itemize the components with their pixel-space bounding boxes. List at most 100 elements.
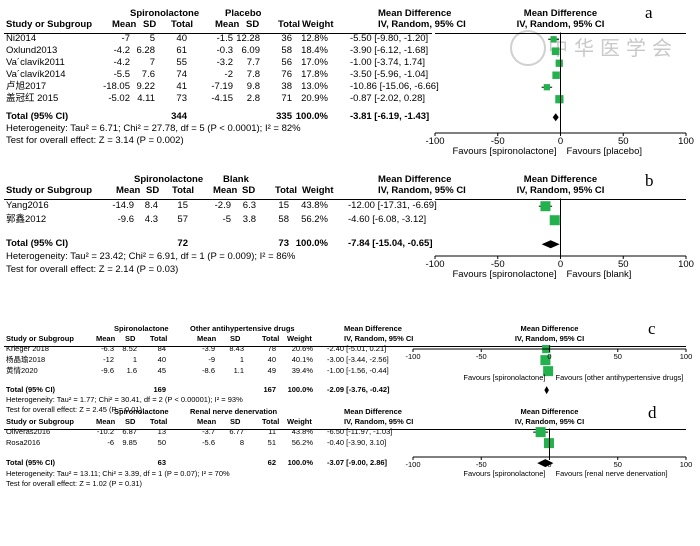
weight-value: 18.4%: [301, 45, 328, 56]
plot-subtitle: IV, Random, 95% CI: [516, 185, 605, 196]
mean1-value: -9.6: [117, 214, 134, 225]
weight-value: 43.8%: [301, 200, 328, 211]
study-column-header: Study or Subgroup: [6, 19, 93, 30]
group2-header: Other antihypertensive drugs: [190, 324, 295, 333]
study-name: Yang2016: [6, 200, 49, 211]
mean2-value: -3.2: [216, 57, 233, 68]
total2-value: 78: [267, 344, 276, 353]
header-rule: [4, 198, 432, 200]
x-tick-label: -50: [490, 136, 505, 147]
total2-value: 49: [267, 366, 276, 375]
forest-plot-svg: [434, 32, 687, 136]
total1-value: 45: [157, 366, 166, 375]
sd1-value: 6.28: [136, 45, 156, 56]
mean2-value: -9: [208, 355, 215, 364]
pooled-ci-value: -7.84 [-15.04, -0.65]: [348, 238, 433, 249]
header-rule: [4, 428, 432, 430]
study-name: 盖冠红 2015: [6, 93, 59, 104]
total-label: Total (95% CI): [6, 111, 69, 122]
md-ci-value: -1.00 [-3.74, 1.74]: [350, 57, 425, 68]
total2-value: 58: [281, 45, 292, 56]
mean2-value: -7.19: [211, 81, 233, 92]
favours-left-label: Favours [spironolactone]: [452, 146, 557, 157]
x-tick-label: 50: [613, 352, 622, 361]
total1-value: 74: [176, 69, 187, 80]
mean1-value: -12: [103, 355, 114, 364]
sd1-value: 1: [132, 355, 137, 364]
md-column-title: Mean Difference: [344, 324, 402, 333]
pooled-weight: 100.0%: [287, 458, 313, 467]
md-column-title: Mean Difference: [344, 407, 402, 416]
study-name: Va´clavík2014: [6, 69, 66, 80]
study-name: Ni2014: [6, 33, 37, 44]
sd2-value: 6.09: [241, 45, 261, 56]
effect-marker: [555, 59, 563, 67]
study-column-header: Study or Subgroup: [6, 185, 93, 196]
sd1-value: 5: [149, 33, 155, 44]
x-tick-label: -100: [425, 259, 445, 270]
mean2-value: -8.6: [202, 366, 215, 375]
sd2-value: 6.3: [242, 200, 256, 211]
mean2-value: -1.5: [216, 33, 233, 44]
mean1-value: -6: [107, 438, 114, 447]
plot-title: Mean Difference: [520, 407, 579, 416]
weight-value: 43.8%: [291, 427, 313, 436]
x-tick-label: 100: [679, 460, 693, 469]
mean1-value: -5.02: [108, 93, 130, 104]
sd1-value: 7.6: [141, 69, 155, 80]
total2-header: Total: [262, 417, 280, 426]
total1-value: 40: [157, 355, 166, 364]
sd1-value: 1.6: [126, 366, 137, 375]
total2-value: 56: [281, 57, 292, 68]
total2-value: 36: [281, 33, 292, 44]
weight-value: 17.0%: [301, 57, 328, 68]
total1-value: 41: [176, 81, 187, 92]
mean1-value: -5.5: [113, 69, 130, 80]
sd2-value: 8: [239, 438, 244, 447]
total1-value: 84: [157, 344, 166, 353]
mean1-value: -10.2: [96, 427, 114, 436]
mean1-value: -7: [121, 33, 130, 44]
x-tick-label: -100: [425, 136, 445, 147]
x-tick-label: 0: [547, 460, 552, 469]
weight-value: 39.4%: [291, 366, 313, 375]
heterogeneity-text: Heterogeneity: Tau² = 23.42; Chi² = 6.91…: [6, 251, 296, 262]
mean1-header: Mean: [112, 19, 137, 30]
weight-header: Weight: [302, 185, 334, 196]
md-ci-value: -2.40 [-5.01, 0.21]: [327, 344, 387, 353]
overall-effect-text: Test for overall effect: Z = 3.14 (P = 0…: [6, 135, 184, 146]
effect-marker: [549, 215, 560, 226]
favours-right-label: Favours [blank]: [566, 269, 632, 280]
pooled-ci-value: -3.07 [-9.00, 2.86]: [327, 458, 388, 467]
md-column-title: Mean Difference: [378, 174, 452, 185]
mean1-value: -9.6: [101, 366, 114, 375]
total-label: Total (95% CI): [6, 238, 69, 249]
sd1-value: 8.4: [144, 200, 158, 211]
sd1-value: 4.3: [144, 214, 158, 225]
sd1-value: 6.87: [122, 427, 137, 436]
weight-value: 20.9%: [301, 93, 328, 104]
weight-value: 20.6%: [291, 344, 313, 353]
plot-title: Mean Difference: [523, 174, 598, 185]
sd1-value: 9.22: [136, 81, 156, 92]
mean1-header: Mean: [116, 185, 141, 196]
md-ci-value: -3.00 [-3.44, -2.56]: [327, 355, 389, 364]
md-column-subtitle: IV, Random, 95% CI: [378, 19, 466, 30]
pooled-total2: 167: [263, 385, 276, 394]
md-ci-value: -0.87 [-2.02, 0.28]: [350, 93, 425, 104]
panel-label: d: [648, 403, 657, 422]
mean2-header: Mean: [197, 334, 217, 343]
mean1-value: -4.2: [113, 45, 130, 56]
pooled-diamond: [541, 240, 560, 249]
pooled-total1: 72: [177, 238, 188, 249]
sd1-header: SD: [125, 417, 136, 426]
mean1-value: -18.05: [103, 81, 130, 92]
favours-left-label: Favours [spironolactone]: [463, 373, 546, 382]
mean2-header: Mean: [197, 417, 217, 426]
group1-header: Spironolactone: [114, 324, 169, 333]
effect-marker: [550, 36, 557, 43]
mean1-value: -14.9: [112, 200, 134, 211]
effect-marker: [551, 47, 560, 56]
study-name: 杨晶瑜2018: [6, 355, 46, 364]
total2-header: Total: [278, 19, 300, 30]
